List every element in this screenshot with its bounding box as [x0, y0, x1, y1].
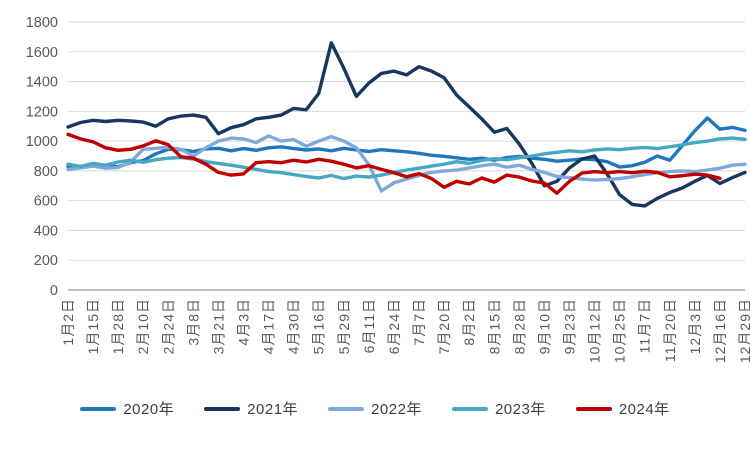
y-tick-label: 400	[34, 223, 58, 239]
x-tick-label: 10月25日	[612, 298, 628, 363]
x-tick-label: 8月28日	[511, 298, 527, 354]
legend-swatch-2024年	[575, 406, 612, 411]
x-tick-label: 1月15日	[85, 298, 101, 354]
x-tick-label: 5月29日	[336, 298, 352, 354]
legend: 2020年 2021年 2022年 2023年 2024年	[0, 398, 750, 419]
y-axis-labels: 0 200 400 600 800 1000 1200 1400 1600 1800	[26, 15, 58, 299]
x-tick-label: 4月3日	[236, 298, 252, 346]
legend-label: 2024年	[618, 401, 670, 418]
series-line-2022年	[66, 134, 747, 193]
line-chart: 0 200 400 600 800 1000 1200 1400 1600 1800 1月2日 1月1…	[26, 15, 750, 363]
y-tick-label: 1200	[26, 104, 58, 120]
x-tick-label: 7月20日	[436, 298, 452, 354]
y-tick-label: 800	[34, 164, 58, 180]
x-tick-label: 9月10日	[536, 298, 552, 354]
x-tick-label: 2月10日	[135, 298, 151, 354]
series-line-2021年	[66, 41, 747, 208]
x-tick-label: 5月16日	[311, 298, 327, 354]
x-tick-label: 4月30日	[286, 298, 302, 354]
x-tick-label: 6月11日	[361, 298, 377, 353]
x-tick-label: 4月17日	[261, 298, 277, 354]
series-line-2024年	[66, 132, 722, 195]
legend-swatch-2023年	[451, 406, 488, 411]
x-tick-label: 1月2日	[60, 298, 76, 346]
x-tick-label: 3月21日	[210, 298, 226, 354]
x-tick-label: 9月23日	[561, 298, 577, 354]
x-tick-label: 11月20日	[662, 298, 678, 362]
legend-label: 2020年	[123, 401, 175, 418]
legend-swatch-2021年	[204, 406, 241, 411]
series-line-2020年	[66, 116, 747, 170]
y-tick-label: 1400	[26, 75, 58, 91]
legend-item-2024年: 2024年	[575, 398, 670, 419]
y-tick-label: 1600	[26, 45, 58, 61]
legend-label: 2021年	[247, 401, 299, 418]
legend-item-2022年: 2022年	[328, 398, 422, 419]
legend-swatch-2020年	[80, 406, 117, 411]
y-tick-label: 1800	[26, 15, 58, 31]
y-tick-label: 600	[34, 194, 58, 210]
x-tick-label: 10月12日	[587, 298, 603, 363]
legend-item-2020年: 2020年	[80, 398, 174, 419]
legend-swatch-2022年	[328, 406, 365, 411]
x-tick-label: 8月2日	[461, 298, 477, 346]
y-tick-label: 200	[34, 253, 58, 269]
x-tick-label: 8月15日	[486, 298, 502, 354]
x-tick-label: 2月24日	[160, 298, 176, 354]
x-tick-label: 11月7日	[637, 298, 653, 353]
x-tick-label: 6月24日	[386, 298, 402, 354]
y-tick-label: 1000	[26, 134, 58, 150]
x-tick-label: 12月16日	[712, 298, 728, 363]
x-tick-label: 3月8日	[185, 298, 201, 346]
x-tick-label: 12月29日	[737, 298, 750, 363]
x-tick-label: 12月3日	[687, 298, 703, 354]
x-axis-labels: 1月2日 1月15日 1月28日 2月10日 2月24日 3月8日 3月21日 4月3日 4月1…	[60, 298, 750, 363]
legend-item-2023年: 2023年	[451, 398, 546, 419]
legend-label: 2022年	[371, 401, 422, 418]
y-tick-label: 0	[50, 283, 58, 299]
legend-label: 2023年	[494, 401, 546, 418]
x-tick-label: 7月7日	[411, 298, 427, 346]
gridlines	[68, 21, 745, 291]
legend-item-2021年: 2021年	[204, 398, 298, 419]
x-tick-label: 1月28日	[110, 298, 126, 354]
